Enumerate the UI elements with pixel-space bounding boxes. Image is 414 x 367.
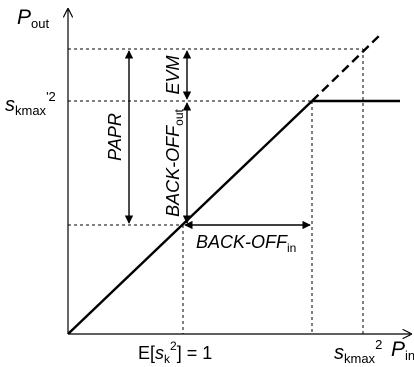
backoff-in-label: BACK-OFFin xyxy=(196,232,296,255)
expectation-label: E[sk2] = 1 xyxy=(138,339,212,366)
guide-lines xyxy=(68,48,364,334)
ideal-extension-dashed xyxy=(311,32,383,102)
s-kmax-squared-label: skmax2 xyxy=(334,337,382,366)
evm-label: EVM xyxy=(163,55,183,94)
papr-label: PAPR xyxy=(105,113,125,161)
s-kmax-prime-squared-label: skmax'2 xyxy=(5,89,56,118)
x-axis-label: Pin xyxy=(391,338,414,363)
backoff-out-label: BACK-OFFout xyxy=(163,108,186,216)
y-axis-label: Pout xyxy=(17,6,49,31)
